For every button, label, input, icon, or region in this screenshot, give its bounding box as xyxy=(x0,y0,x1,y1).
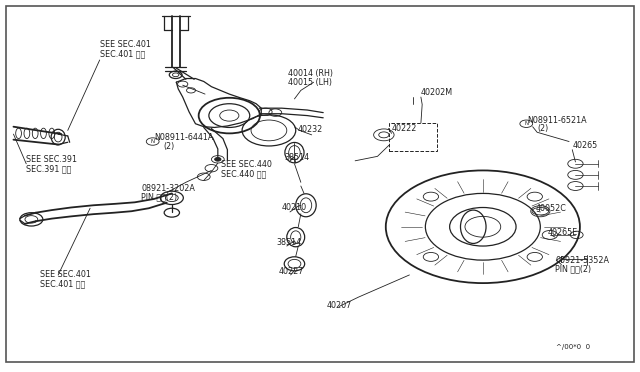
Text: 40222: 40222 xyxy=(392,124,417,134)
Text: N08911-6441A: N08911-6441A xyxy=(154,133,213,142)
Text: 40210: 40210 xyxy=(282,203,307,212)
Text: SEC.391 参照: SEC.391 参照 xyxy=(26,164,72,173)
Text: 40207: 40207 xyxy=(326,301,351,310)
Text: N: N xyxy=(524,121,529,126)
Text: N: N xyxy=(150,139,155,144)
Text: SEE SEC.401: SEE SEC.401 xyxy=(100,40,150,49)
Text: ^/00*0  0: ^/00*0 0 xyxy=(556,344,591,350)
Text: SEE SEC.401: SEE SEC.401 xyxy=(40,270,91,279)
Text: 40052C: 40052C xyxy=(536,204,567,213)
Text: PIN ピン(2): PIN ピン(2) xyxy=(555,264,591,273)
Text: (2): (2) xyxy=(537,124,548,134)
Text: 40015 (LH): 40015 (LH) xyxy=(288,78,332,87)
Text: (2): (2) xyxy=(164,142,175,151)
Text: 40232: 40232 xyxy=(298,125,323,134)
Text: SEE SEC.440: SEE SEC.440 xyxy=(221,160,272,169)
Text: 00921-5352A: 00921-5352A xyxy=(555,256,609,264)
Text: SEC.401 参照: SEC.401 参照 xyxy=(100,49,145,58)
Text: 40202M: 40202M xyxy=(421,88,453,97)
Text: 40014 (RH): 40014 (RH) xyxy=(288,69,333,78)
Text: SEC.440 参照: SEC.440 参照 xyxy=(221,170,266,179)
Text: SEE SEC.391: SEE SEC.391 xyxy=(26,155,77,164)
Text: 38514: 38514 xyxy=(276,238,301,247)
Text: 40265: 40265 xyxy=(572,141,598,150)
Text: N08911-6521A: N08911-6521A xyxy=(527,116,587,125)
Text: SEC.401 参照: SEC.401 参照 xyxy=(40,279,86,288)
Text: 38514: 38514 xyxy=(285,153,310,162)
Circle shape xyxy=(214,157,221,161)
Text: PIN ピン(2): PIN ピン(2) xyxy=(141,193,177,202)
Text: 08921-3202A: 08921-3202A xyxy=(141,184,195,193)
Text: 40227: 40227 xyxy=(278,267,304,276)
Text: 40265E: 40265E xyxy=(547,228,577,237)
